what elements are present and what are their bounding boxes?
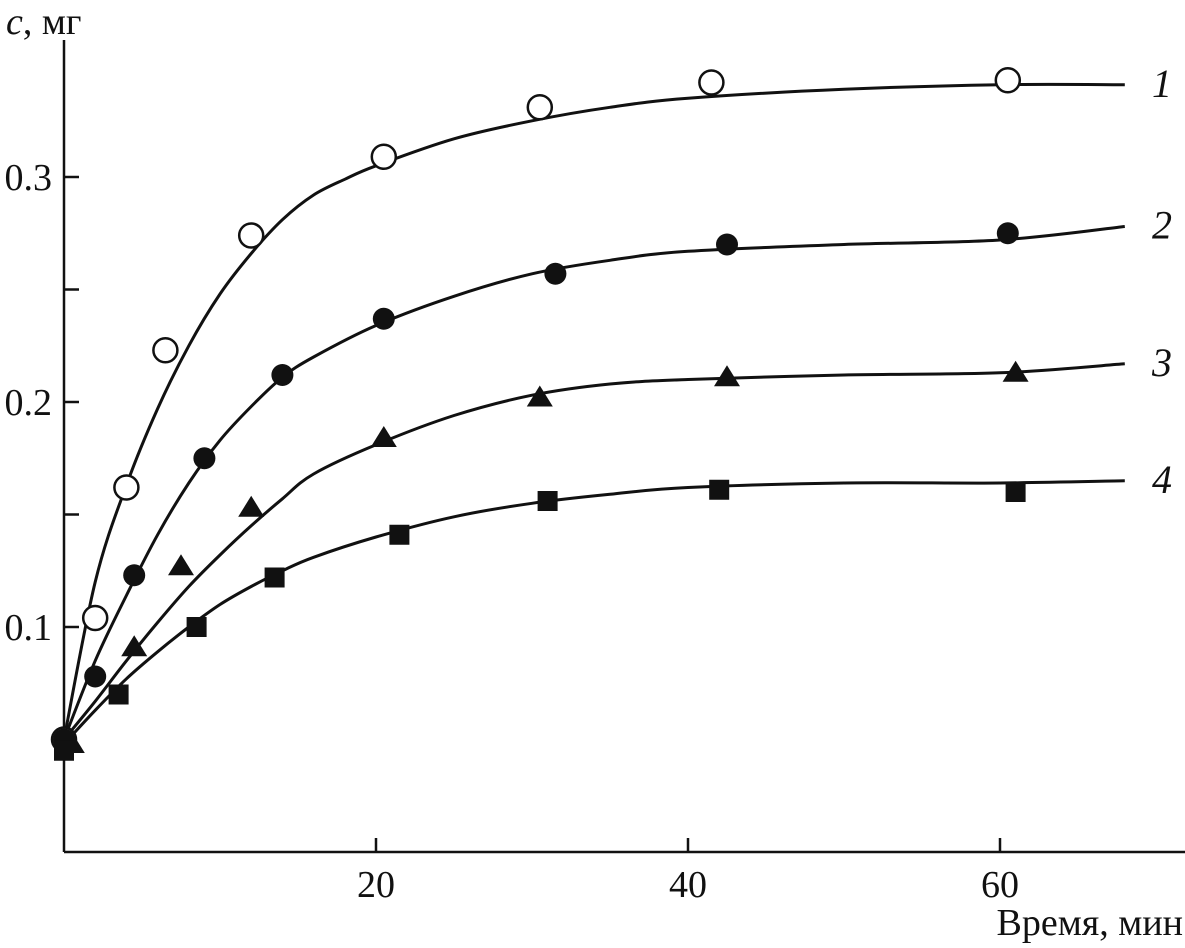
data-point-series-4 <box>186 617 207 637</box>
data-point-series-1 <box>526 94 554 121</box>
series-label-2: 2 <box>1152 203 1172 248</box>
y-tick-label: 0.2 <box>5 382 53 424</box>
data-point-series-1 <box>370 143 398 170</box>
data-markers <box>50 67 1029 761</box>
data-point-series-4 <box>1005 482 1026 502</box>
ticks: 20 40 60 0.1 0.2 0.3 <box>5 157 1020 906</box>
data-point-series-1 <box>113 474 140 501</box>
data-point-series-2 <box>123 564 146 587</box>
data-point-series-3 <box>1002 360 1029 382</box>
data-point-series-1 <box>237 222 265 249</box>
y-tick-label: 0.3 <box>5 157 53 199</box>
data-point-series-3 <box>121 635 148 657</box>
data-point-series-3 <box>526 385 553 407</box>
x-tick-label: 20 <box>357 864 395 906</box>
data-point-series-1 <box>81 604 109 632</box>
data-point-series-2 <box>372 307 395 330</box>
x-tick-label: 40 <box>669 864 707 906</box>
data-point-series-4 <box>537 491 558 511</box>
data-point-series-2 <box>996 222 1019 245</box>
series-label-4: 4 <box>1152 457 1172 502</box>
data-point-series-1 <box>994 67 1022 94</box>
series-labels: 1 2 3 4 <box>1151 61 1172 502</box>
data-point-series-2 <box>544 262 567 285</box>
data-point-series-1 <box>698 69 725 96</box>
x-axis-title: Время, мин <box>997 902 1183 944</box>
data-point-series-4 <box>709 479 730 500</box>
y-tick-label: 0.1 <box>5 607 53 649</box>
data-point-series-3 <box>238 495 265 517</box>
fit-curves <box>62 82 1125 746</box>
data-point-series-4 <box>108 684 129 705</box>
y-axis-title: c, мг <box>6 1 82 43</box>
data-point-series-3 <box>370 426 397 447</box>
x-tick-label: 60 <box>981 864 1019 906</box>
fit-curve-3 <box>62 362 1125 741</box>
axes <box>62 40 1185 854</box>
data-point-series-3 <box>168 554 194 576</box>
data-point-series-2 <box>271 364 294 386</box>
data-point-series-4 <box>54 740 74 761</box>
fit-curve-1 <box>62 82 1125 740</box>
data-point-series-2 <box>193 447 216 470</box>
series-label-1: 1 <box>1152 61 1172 106</box>
data-point-series-4 <box>389 524 410 545</box>
data-point-series-1 <box>152 337 179 364</box>
fit-curve-2 <box>62 225 1125 741</box>
data-point-series-3 <box>714 365 740 387</box>
series-label-3: 3 <box>1151 340 1172 385</box>
data-point-series-2 <box>84 665 107 688</box>
y-axis-variable: c <box>6 1 23 43</box>
y-axis-unit: , мг <box>23 1 82 43</box>
data-point-series-2 <box>716 233 738 256</box>
fit-curve-4 <box>62 479 1125 746</box>
data-point-series-4 <box>264 567 285 588</box>
